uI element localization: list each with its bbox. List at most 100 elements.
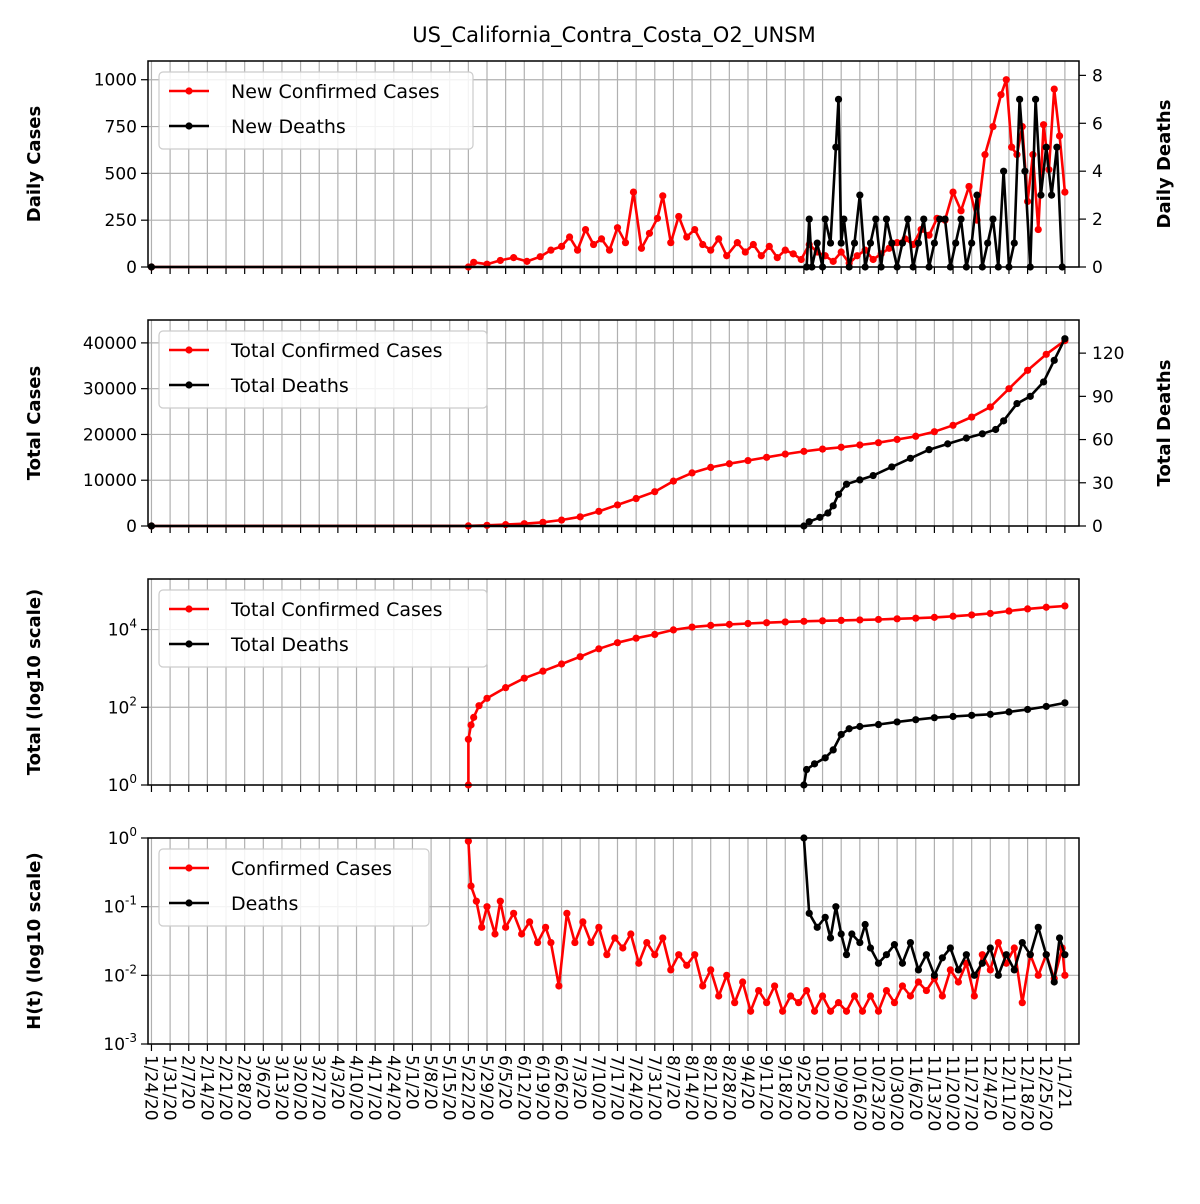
x-tick-label: 10/16/20 [849, 1055, 869, 1131]
data-point [994, 938, 1002, 947]
data-point [893, 615, 901, 623]
data-point [1016, 95, 1024, 103]
data-point [906, 938, 915, 947]
x-tick-label: 11/13/20 [923, 1055, 943, 1131]
x-tick-label: 5/8/20 [420, 1055, 440, 1110]
data-point [1037, 191, 1045, 199]
data-point [595, 507, 603, 515]
data-point [659, 934, 667, 942]
data-point [1061, 188, 1069, 196]
data-point [669, 626, 678, 634]
data-point [715, 992, 723, 1000]
data-point [829, 746, 837, 754]
data-point [821, 913, 829, 921]
data-point [707, 966, 715, 974]
data-point [829, 502, 837, 510]
legend-box [158, 848, 430, 927]
data-point [898, 959, 907, 967]
legend-marker [185, 864, 193, 872]
panel-h-log: 10-3 10-2 10-1 100 H(t) (log10 scale) Confirm… [24, 825, 1080, 1055]
y-tick-label: 750 [105, 118, 137, 138]
data-point [1005, 607, 1013, 615]
data-point [1024, 366, 1032, 374]
data-point [800, 447, 808, 455]
data-point [914, 239, 923, 247]
data-point [922, 951, 931, 959]
data-point [1010, 239, 1018, 247]
data-point [1034, 923, 1042, 931]
y2-tick-label: 90 [1092, 387, 1114, 407]
data-point [930, 971, 938, 979]
y2-tick-label: 30 [1092, 474, 1114, 494]
x-tick-label: 2/21/20 [215, 1055, 235, 1121]
data-point [555, 982, 563, 990]
data-point [781, 618, 789, 626]
data-point [539, 518, 547, 526]
data-point [478, 923, 486, 931]
data-point [850, 239, 859, 247]
x-tick-label: 7/24/20 [625, 1055, 645, 1121]
data-point [912, 432, 920, 440]
data-point [986, 944, 994, 952]
data-point [1031, 95, 1040, 103]
y2-tick-label: 4 [1092, 162, 1103, 182]
data-point [826, 934, 835, 942]
data-point [1018, 938, 1026, 947]
data-point [613, 501, 622, 509]
x-tick-label: 3/13/20 [271, 1055, 291, 1121]
data-point [994, 971, 1002, 979]
chart-title: US_California_Contra_Costa_O2_UNSM [412, 23, 815, 48]
data-point [874, 959, 883, 967]
data-point [818, 617, 827, 625]
y2-tick-label: 6 [1092, 114, 1103, 134]
data-point [781, 246, 789, 254]
data-point [675, 951, 683, 959]
data-point [691, 951, 699, 959]
data-point [547, 938, 555, 947]
legend: Total Confirmed Cases Total Deaths [158, 589, 488, 668]
data-point [1005, 708, 1013, 716]
x-tick-label: 8/28/20 [718, 1055, 738, 1121]
data-point [651, 488, 659, 496]
data-point [707, 463, 715, 472]
data-point [930, 714, 938, 722]
data-point [475, 702, 483, 710]
data-point [595, 645, 603, 653]
x-tick-label: 4/3/20 [327, 1055, 347, 1110]
data-point [997, 91, 1005, 99]
data-point [1010, 966, 1018, 974]
data-point [962, 951, 970, 959]
data-point [914, 978, 923, 986]
y-tick-label: 10-2 [103, 962, 137, 986]
y2-tick-label: 2 [1092, 210, 1103, 230]
data-point [842, 1007, 851, 1015]
data-point [763, 619, 771, 627]
data-point [632, 634, 640, 642]
data-point [1042, 350, 1050, 358]
data-point [653, 214, 662, 222]
legend-marker [185, 899, 193, 907]
y-tick-label: 1000 [94, 71, 137, 91]
data-point [1061, 951, 1069, 959]
data-point [834, 999, 843, 1007]
data-point [954, 978, 962, 986]
data-point [818, 992, 827, 1000]
data-point [938, 954, 946, 962]
data-point [1061, 602, 1069, 610]
series-total-deaths [800, 699, 1069, 789]
data-point [1047, 191, 1056, 199]
data-point [576, 653, 584, 661]
data-point [858, 1007, 867, 1015]
data-point [1042, 702, 1050, 711]
data-point [898, 239, 907, 247]
data-point [707, 621, 715, 629]
data-point [557, 516, 566, 524]
data-point [941, 215, 949, 223]
data-point [904, 215, 912, 223]
panel-total: 0 10000 20000 30000 40000 0 30 60 90 120 Total Cas… [24, 319, 1175, 537]
data-point [579, 918, 587, 926]
data-point [930, 239, 938, 247]
x-tick-label: 11/6/20 [905, 1055, 925, 1121]
data-point [573, 246, 582, 254]
data-point [893, 718, 901, 726]
